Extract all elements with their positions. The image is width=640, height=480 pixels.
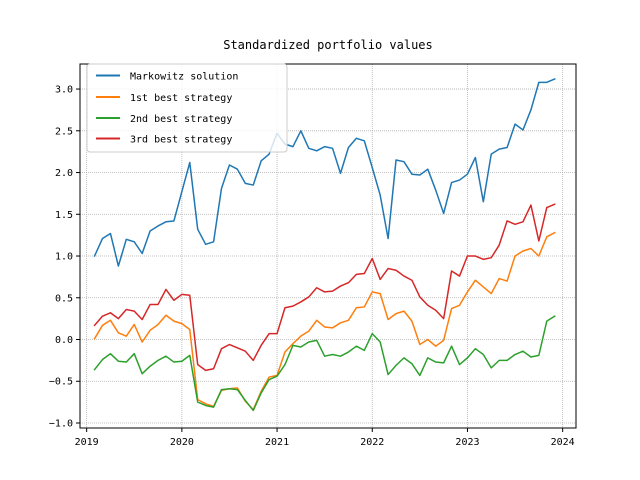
legend-label-3rd-best: 3rd best strategy: [130, 135, 232, 146]
y-tick-label: −1.0: [49, 418, 73, 429]
plot-frame: [79, 63, 577, 429]
series-line-1: [93, 78, 556, 267]
y-tick-label: 3.0: [55, 85, 73, 96]
x-tick-label: 2021: [265, 437, 289, 448]
legend-label-2nd-best: 2nd best strategy: [130, 114, 232, 125]
y-tick-label: −0.5: [49, 377, 73, 388]
legend-box: [86, 63, 288, 153]
x-tick-label: 2022: [360, 437, 384, 448]
legend-label-markowitz: Markowitz solution: [130, 72, 238, 83]
x-tick-label: 2019: [75, 437, 99, 448]
y-tick-label: 0.5: [55, 293, 73, 304]
chart-title: Standardized portfolio values: [223, 38, 433, 52]
series-line-2: [93, 231, 556, 411]
legend-label-1st-best: 1st best strategy: [130, 93, 232, 104]
y-tick-label: 1.0: [55, 252, 73, 263]
x-tick-label: 2024: [551, 437, 575, 448]
series-lines: [93, 78, 556, 412]
axis-ticks: 2019 2020 2021 2022 2023 2024 −1.0 −0.5 0.0 0.5 1.…: [49, 85, 575, 448]
series-line-4: [93, 203, 556, 372]
y-tick-label: 1.5: [55, 210, 73, 221]
x-tick-label: 2023: [455, 437, 479, 448]
y-tick-label: 0.0: [55, 335, 73, 346]
legend: Markowitz solution 1st best strategy 2nd…: [86, 63, 288, 153]
x-tick-label: 2020: [170, 437, 194, 448]
y-tick-label: 2.5: [55, 126, 73, 137]
series-line-3: [93, 315, 556, 412]
y-tick-label: 2.0: [55, 168, 73, 179]
